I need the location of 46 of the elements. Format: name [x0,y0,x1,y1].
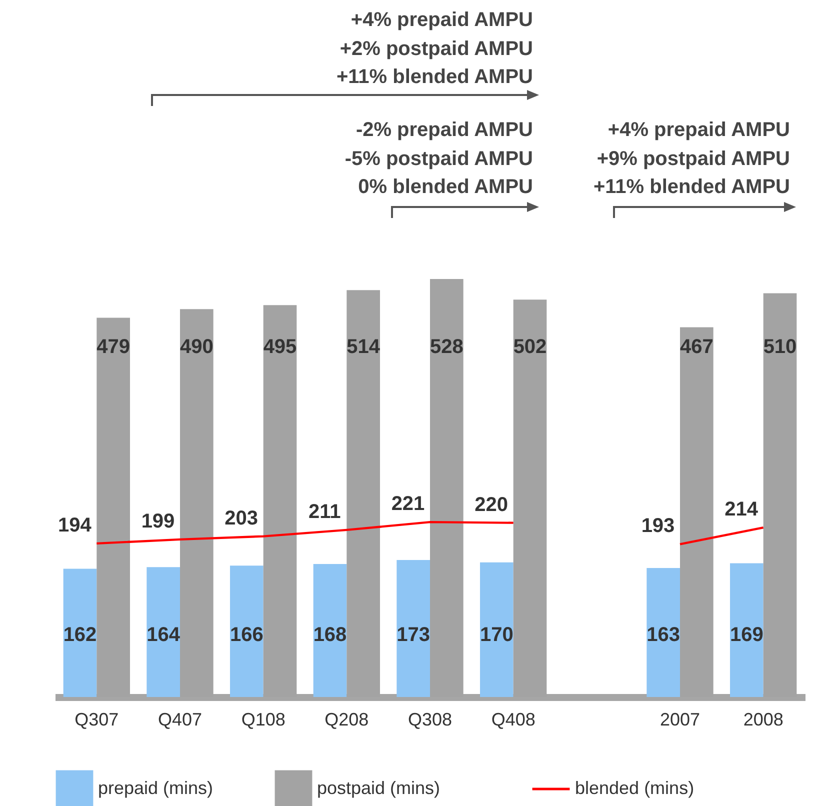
data-label: 490 [180,336,214,358]
bar [146,567,180,697]
bar [230,566,264,697]
legend-label: blended (mins) [575,778,694,798]
data-label: 528 [430,336,464,358]
legend-label: prepaid (mins) [98,778,214,798]
x-tick-label: Q308 [408,710,452,730]
data-label: 162 [63,624,97,646]
data-label: 495 [263,336,297,358]
data-label: 168 [313,624,347,646]
data-label: 194 [58,514,92,536]
data-label: 166 [230,624,264,646]
x-tick-label: Q208 [324,710,369,730]
data-label: 479 [96,336,130,358]
data-label: 163 [646,624,680,646]
data-label: 173 [396,624,430,646]
data-label: 221 [391,493,425,516]
x-tick-label: Q108 [241,710,286,730]
data-label: 164 [146,624,181,646]
legend-label: postpaid (mins) [317,778,440,798]
data-label: 199 [141,510,175,532]
data-label: 220 [474,494,508,516]
bar [396,560,430,697]
x-tick-label: 2008 [743,710,784,730]
data-label: 514 [346,336,381,358]
x-tick-label: Q408 [491,710,536,730]
text: -2% prepaid AMPU -5% postpaid AMPU 0% blended AMPU [344,118,533,200]
data-label: 169 [730,624,764,646]
data-label: 170 [480,624,514,646]
data-label: 211 [308,500,341,523]
bar [480,562,514,697]
bar [730,563,764,697]
x-tick-label: Q407 [158,710,202,730]
data-label: 467 [680,336,714,358]
bar [646,568,680,697]
x-tick-label: Q307 [74,710,119,730]
text: +4% prepaid AMPU +2% postpaid AMPU +11% blended AMPU [336,8,533,90]
bar [63,568,97,697]
data-label: 214 [724,498,759,521]
bar [313,564,347,697]
x-tick-label: 2007 [660,710,700,730]
data-label: 502 [513,336,547,358]
data-label: 510 [763,336,797,358]
data-label: 203 [224,507,258,530]
text: +4% prepaid AMPU +9% postpaid AMPU +11% blended AMPU [593,118,790,200]
data-label: 193 [641,515,675,538]
